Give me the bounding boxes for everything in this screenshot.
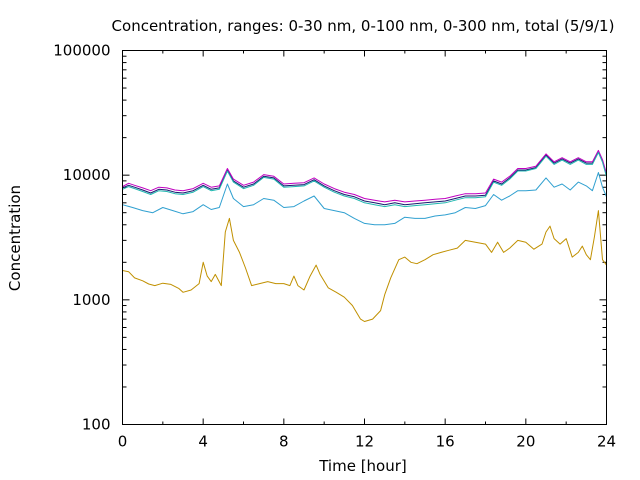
- series-line-5: [122, 152, 607, 208]
- y-tick-label: 1000: [72, 291, 110, 309]
- x-tick-label: 16: [436, 433, 455, 451]
- series-line-4: [122, 149, 607, 203]
- x-axis-label: Time [hour]: [318, 457, 407, 475]
- x-tick-label: 8: [279, 433, 289, 451]
- y-axis-label: Concentration: [6, 185, 24, 291]
- series-line-2: [122, 172, 607, 226]
- series-line-3: [122, 150, 607, 206]
- x-tick-label: 20: [516, 433, 535, 451]
- y-tick-label: 10000: [63, 166, 111, 184]
- series-line-1: [122, 210, 607, 322]
- chart-title: Concentration, ranges: 0-30 nm, 0-100 nm…: [112, 17, 615, 35]
- plot-frame: [122, 50, 607, 425]
- plot-series: [122, 149, 607, 322]
- x-tick-label: 0: [118, 433, 128, 451]
- x-tick-label: 24: [597, 433, 616, 451]
- y-tick-label: 100: [82, 416, 111, 434]
- axis-ticks: 0 4 8 12 16 20 24 100 1000 10000 100000: [53, 42, 616, 451]
- x-tick-label: 4: [198, 433, 208, 451]
- y-tick-label: 100000: [53, 42, 110, 60]
- x-tick-label: 12: [355, 433, 374, 451]
